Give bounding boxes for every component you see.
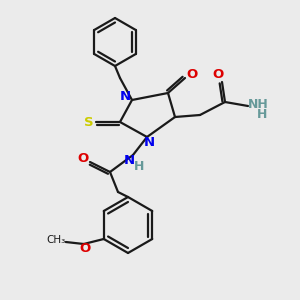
Text: NH: NH xyxy=(248,98,268,112)
Text: H: H xyxy=(134,160,144,173)
Text: N: N xyxy=(123,154,135,166)
Text: O: O xyxy=(212,68,224,80)
Text: O: O xyxy=(186,68,198,82)
Text: S: S xyxy=(84,116,94,128)
Text: CH₃: CH₃ xyxy=(46,235,65,245)
Text: H: H xyxy=(257,107,267,121)
Text: O: O xyxy=(77,152,88,164)
Text: N: N xyxy=(119,89,130,103)
Text: N: N xyxy=(143,136,155,148)
Text: O: O xyxy=(79,242,90,256)
